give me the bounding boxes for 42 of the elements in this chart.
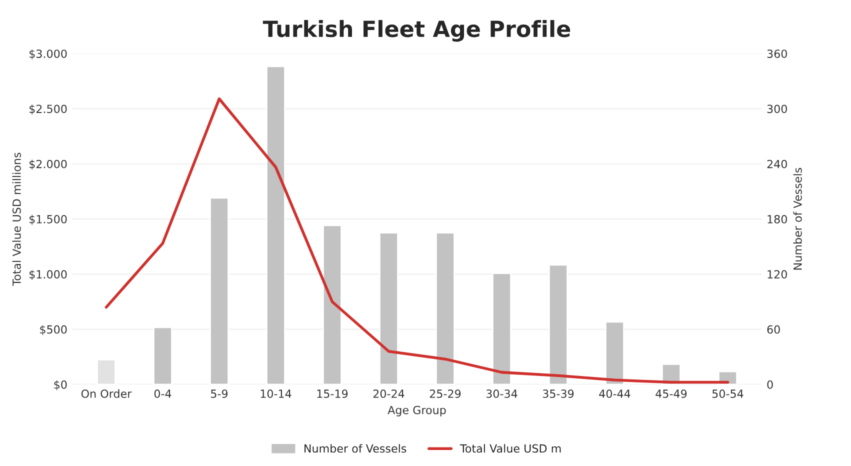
bar — [436, 232, 455, 384]
x-tick-label: 0-4 — [154, 390, 172, 398]
x-tick-label: 10-14 — [260, 390, 292, 398]
x-tick-label: On Order — [81, 389, 132, 398]
y-tick-label: $3.000 — [30, 49, 67, 60]
bar — [266, 66, 286, 384]
y-axis-title: Total Value USD millions — [12, 152, 21, 286]
x-tick-label: 45-49 — [656, 390, 687, 398]
y-tick-label: $1.000 — [30, 270, 67, 280]
x-tick-label: 40-44 — [599, 390, 630, 398]
x-tick-label: 25-29 — [430, 390, 461, 398]
x-tick-label: 20-24 — [373, 390, 404, 398]
y-tick-label: $2.500 — [30, 104, 67, 115]
y2-tick-label: 300 — [767, 104, 787, 114]
bar — [153, 326, 172, 384]
line-series — [104, 97, 730, 384]
y2-axis-title: Number of Vessels — [793, 168, 802, 270]
y2-tick-label: 360 — [767, 50, 787, 58]
y2-tick-label: 120 — [768, 270, 787, 279]
chart-title: Turkish Fleet Age Profile — [262, 20, 570, 42]
y-tick-label: $1.500 — [30, 214, 67, 225]
bar — [322, 224, 342, 384]
y-tick-label: $0 — [54, 380, 67, 390]
bar — [548, 264, 568, 384]
y-tick-label: $500 — [40, 325, 67, 336]
bar — [210, 197, 229, 384]
x-tick-label: 50-54 — [712, 390, 744, 398]
legend-label: Total Value USD m — [460, 444, 561, 453]
legend-label: Number of Vessels — [304, 444, 406, 453]
bar — [492, 272, 512, 384]
x-tick-label: 5-9 — [211, 390, 228, 398]
x-tick-label: 15-19 — [317, 390, 348, 398]
bar — [379, 232, 398, 384]
y2-tick-label: 0 — [767, 380, 773, 389]
y-tick-label: $2.000 — [30, 160, 67, 170]
y2-tick-label: 240 — [767, 160, 787, 168]
y2-tick-label: 60 — [767, 325, 780, 334]
y2-tick-label: 180 — [768, 214, 787, 224]
x-tick-label: 35-39 — [542, 390, 574, 398]
x-axis-title: Age Group — [388, 406, 446, 416]
bar — [605, 321, 624, 384]
x-tick-label: 30-34 — [486, 390, 518, 398]
